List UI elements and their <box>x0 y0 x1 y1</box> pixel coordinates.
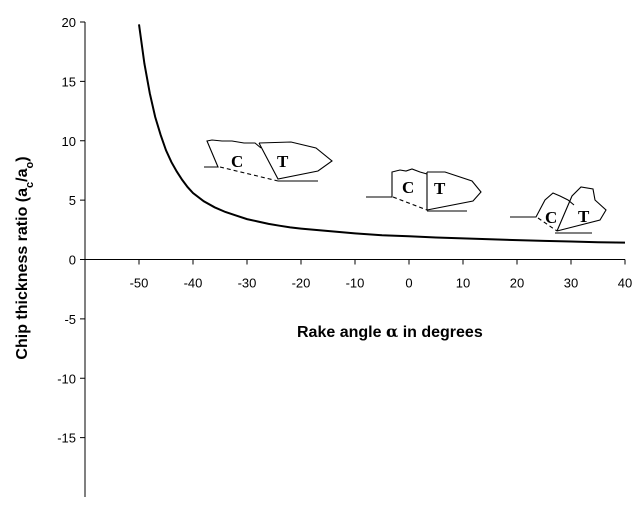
y-axis-label: Chip thickness ratio (ac/ao) <box>14 156 36 359</box>
y-tick-label: -5 <box>64 312 76 327</box>
sketch-tool-label: T <box>277 152 289 171</box>
y-tick-label: -15 <box>57 431 76 446</box>
x-ticks: -50 -40 -30 -20 -10 0 10 20 30 40 <box>130 259 632 291</box>
sketch-chip-outline <box>366 168 428 198</box>
sketch-chip-label: C <box>402 178 414 197</box>
y-tick-label: 10 <box>62 134 76 149</box>
sketch-chip-outline <box>510 192 575 218</box>
sketch-tool-label: T <box>578 207 590 226</box>
x-tick-label: 0 <box>405 276 412 291</box>
y-tick-label: -10 <box>57 371 76 386</box>
sketch-tool-outline <box>556 186 607 232</box>
x-tick-label: -50 <box>130 276 149 291</box>
x-tick-label: -20 <box>292 276 311 291</box>
sketch-shear-plane <box>219 166 279 182</box>
x-tick-label: 40 <box>618 276 632 291</box>
sketch-chip-label: C <box>231 152 243 171</box>
x-tick-label: -30 <box>238 276 257 291</box>
sketch-shear-plane <box>537 217 558 232</box>
x-tick-label: 10 <box>456 276 470 291</box>
y-tick-label: 20 <box>62 15 76 30</box>
x-tick-label: 30 <box>564 276 578 291</box>
sketch-tool-outline <box>258 141 333 180</box>
y-ticks: 20 15 10 5 0 -5 -10 -15 <box>57 15 85 446</box>
x-tick-label: -40 <box>184 276 203 291</box>
sketch-tool-label: T <box>434 179 446 198</box>
x-axis-label: Rake angle α in degrees <box>297 322 483 341</box>
sketch-chip-outline <box>204 139 262 168</box>
tool-chip-sketch-zero: C T <box>366 168 482 212</box>
tool-chip-sketch-negative: C T <box>204 139 333 182</box>
sketch-chip-label: C <box>545 208 557 227</box>
y-tick-label: 5 <box>69 193 76 208</box>
y-tick-label: 0 <box>69 253 76 268</box>
x-tick-label: -10 <box>346 276 365 291</box>
sketch-shear-plane <box>392 196 428 211</box>
x-tick-label: 20 <box>510 276 524 291</box>
tool-chip-sketch-positive: C T <box>510 186 607 234</box>
series-line <box>138 24 626 244</box>
y-tick-label: 15 <box>62 74 76 89</box>
